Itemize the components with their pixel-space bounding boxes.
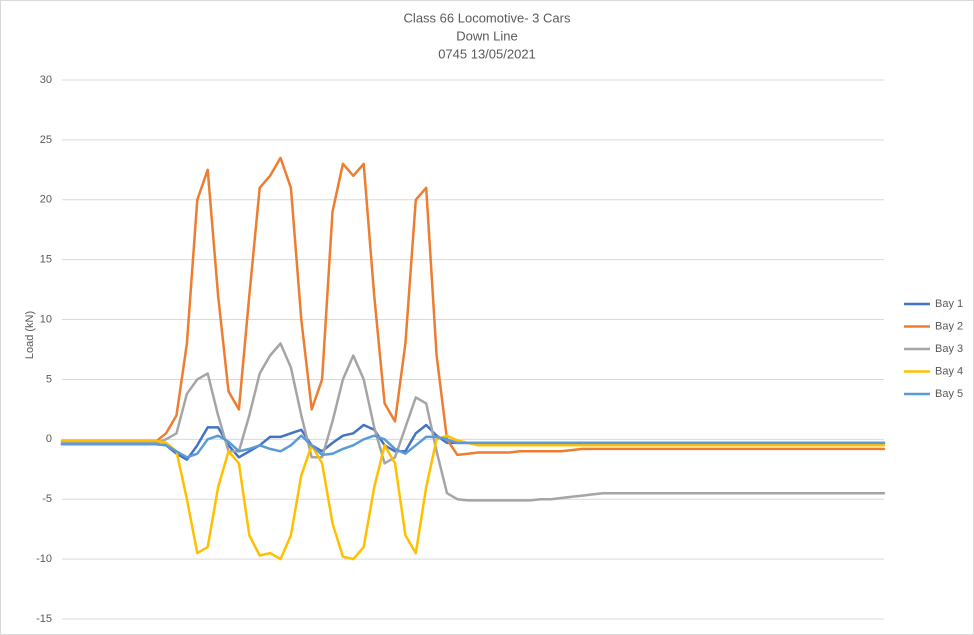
legend-label: Bay 3 xyxy=(935,343,963,355)
y-tick-label: -5 xyxy=(42,493,52,505)
y-tick-label: 0 xyxy=(46,433,52,445)
legend-label: Bay 5 xyxy=(935,388,963,400)
y-tick-label: 10 xyxy=(40,313,52,325)
y-tick-label: -10 xyxy=(36,553,52,565)
y-tick-label: 30 xyxy=(40,74,52,86)
chart-title-line: Class 66 Locomotive- 3 Cars xyxy=(404,10,571,25)
y-tick-label: 20 xyxy=(40,194,52,206)
legend-label: Bay 4 xyxy=(935,365,963,377)
legend-label: Bay 2 xyxy=(935,320,963,332)
chart-title-line: Down Line xyxy=(456,28,517,43)
y-tick-label: -15 xyxy=(36,613,52,625)
series-line xyxy=(60,434,886,459)
series-line xyxy=(60,342,886,502)
y-tick-label: 5 xyxy=(46,373,52,385)
y-tick-label: 25 xyxy=(40,134,52,146)
chart-title-line: 0745 13/05/2021 xyxy=(438,46,536,61)
y-tick-label: 15 xyxy=(40,254,52,266)
y-axis-label: Load (kN) xyxy=(24,311,36,359)
legend-label: Bay 1 xyxy=(935,298,963,310)
series-line xyxy=(60,156,886,457)
